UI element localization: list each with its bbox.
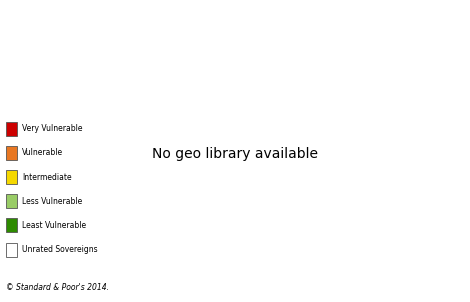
Bar xyxy=(6,170,17,184)
Text: Vulnerable: Vulnerable xyxy=(22,148,63,157)
Text: Less Vulnerable: Less Vulnerable xyxy=(22,197,82,206)
Bar xyxy=(6,243,17,257)
Bar xyxy=(6,218,17,233)
Text: Very Vulnerable: Very Vulnerable xyxy=(22,124,82,133)
Text: Least Vulnerable: Least Vulnerable xyxy=(22,221,86,230)
Text: Potential Vulnerability To Climate Change: Potential Vulnerability To Climate Chang… xyxy=(6,10,282,23)
Bar xyxy=(6,122,17,136)
Bar xyxy=(6,194,17,208)
Text: Intermediate: Intermediate xyxy=(22,172,71,182)
Bar xyxy=(6,146,17,160)
Text: © Standard & Poor's 2014.: © Standard & Poor's 2014. xyxy=(6,283,109,291)
Text: No geo library available: No geo library available xyxy=(152,147,318,161)
Text: Unrated Sovereigns: Unrated Sovereigns xyxy=(22,245,97,254)
